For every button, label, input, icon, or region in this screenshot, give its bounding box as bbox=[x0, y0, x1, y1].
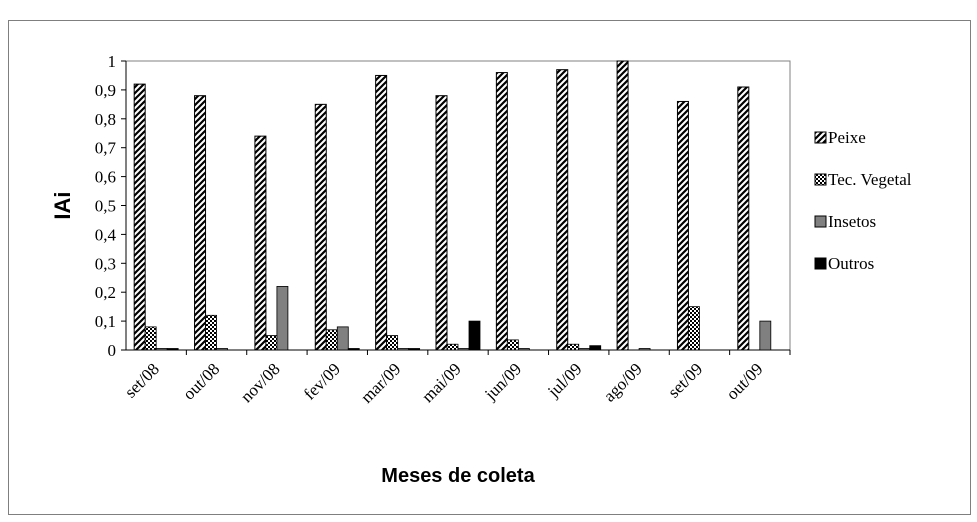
bar-tec-vegetal-jul-09 bbox=[567, 343, 580, 351]
y-tick-label: 0,9 bbox=[95, 81, 116, 100]
bar-peixe-mai-09 bbox=[435, 95, 448, 351]
bar-tec-vegetal-set-09 bbox=[688, 306, 700, 351]
x-tick-label: mai/09 bbox=[418, 359, 465, 406]
y-tick-label: 0 bbox=[108, 341, 117, 360]
y-tick-label: 0,2 bbox=[95, 283, 116, 302]
bar-peixe-mar-09 bbox=[375, 74, 388, 351]
legend-label-peixe: Peixe bbox=[828, 128, 866, 147]
x-tick-label: set/09 bbox=[664, 359, 706, 401]
bar-insetos-set-08 bbox=[155, 348, 168, 351]
legend-swatch-insetos bbox=[814, 215, 827, 228]
bar-outros-mar-09 bbox=[408, 348, 421, 351]
x-tick-label: out/08 bbox=[179, 359, 223, 403]
bar-tec-vegetal-out-08 bbox=[205, 314, 217, 351]
bar-insetos-jun-09 bbox=[517, 348, 530, 351]
bar-insetos-out-09 bbox=[759, 320, 772, 351]
bar-insetos-mai-09 bbox=[457, 348, 470, 351]
bar-tec-vegetal-fev-09 bbox=[325, 329, 338, 351]
bar-outros-mai-09 bbox=[468, 320, 481, 351]
x-tick-label: set/08 bbox=[121, 359, 163, 401]
x-tick-label: jul/09 bbox=[543, 359, 585, 401]
legend-swatch-tec-vegetal bbox=[814, 173, 827, 186]
y-tick-label: 0,8 bbox=[95, 110, 116, 129]
y-tick-label: 0,6 bbox=[95, 168, 116, 187]
y-axis-label: IAi bbox=[50, 191, 75, 219]
bar-tec-vegetal-mai-09 bbox=[446, 343, 459, 351]
x-tick-labels: set/08 out/08 nov/08 fev/09 mar/09 mai/09 jun/… bbox=[121, 359, 767, 406]
legend: Peixe Tec. Vegetal Insetos Outros bbox=[814, 128, 912, 273]
bar-outros-set-08 bbox=[166, 348, 179, 351]
x-tick-label: nov/08 bbox=[237, 359, 284, 406]
y-tick-label: 0,1 bbox=[95, 312, 116, 331]
legend-label-tec-vegetal: Tec. Vegetal bbox=[828, 170, 912, 189]
bar-insetos-mar-09 bbox=[397, 348, 410, 351]
x-axis-label: Meses de coleta bbox=[381, 465, 535, 487]
y-tick-label: 0,4 bbox=[95, 225, 117, 244]
x-tick-label: out/09 bbox=[722, 359, 766, 403]
bar-outros-jul-09 bbox=[589, 345, 602, 351]
bar-insetos-jul-09 bbox=[578, 348, 591, 351]
bar-peixe-out-09 bbox=[737, 86, 750, 351]
bar-peixe-set-08 bbox=[133, 83, 146, 351]
bar-insetos-out-08 bbox=[216, 348, 228, 351]
legend-label-outros: Outros bbox=[828, 254, 874, 273]
x-tick-label: fev/09 bbox=[300, 359, 344, 403]
bar-peixe-ago-09 bbox=[616, 60, 629, 351]
bar-tec-vegetal-nov-08 bbox=[265, 335, 278, 351]
bar-insetos-nov-08 bbox=[276, 286, 289, 351]
x-tick-label: ago/09 bbox=[600, 359, 646, 405]
bar-insetos-ago-09 bbox=[638, 348, 651, 351]
y-tick-label: 0,5 bbox=[95, 197, 116, 216]
y-tick-label: 0,7 bbox=[95, 139, 117, 158]
legend-swatch-peixe bbox=[814, 131, 827, 144]
x-tick-label: mar/09 bbox=[357, 359, 404, 406]
bar-outros-fev-09 bbox=[347, 348, 360, 351]
y-tick-labels: 0 0,1 0,2 0,3 0,4 0,5 0,6 0,7 0,8 0,9 1 bbox=[95, 52, 117, 360]
bar-peixe-set-09 bbox=[676, 100, 689, 351]
bar-tec-vegetal-set-08 bbox=[144, 326, 157, 351]
bar-tec-vegetal-jun-09 bbox=[506, 339, 519, 351]
bar-insetos-fev-09 bbox=[336, 326, 349, 351]
legend-swatch-outros bbox=[814, 257, 827, 270]
bar-peixe-jun-09 bbox=[495, 72, 508, 351]
bar-peixe-out-08 bbox=[194, 95, 207, 351]
x-tick-label: jun/09 bbox=[480, 359, 525, 404]
bar-peixe-fev-09 bbox=[314, 103, 327, 351]
bars bbox=[133, 60, 772, 351]
legend-label-insetos: Insetos bbox=[828, 212, 876, 231]
bar-tec-vegetal-mar-09 bbox=[386, 335, 399, 351]
bar-peixe-jul-09 bbox=[556, 69, 569, 351]
y-tick-label: 1 bbox=[108, 52, 117, 71]
bar-peixe-nov-08 bbox=[254, 135, 267, 351]
y-tick-label: 0,3 bbox=[95, 254, 116, 273]
